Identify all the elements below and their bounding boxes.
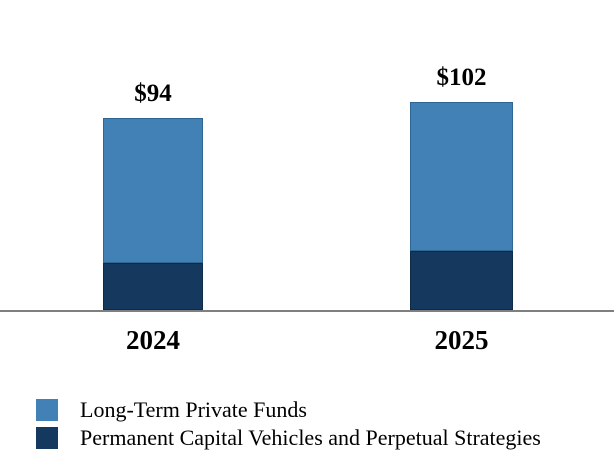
- bar-segment-2024-long-term-private-funds: [103, 118, 203, 263]
- x-axis-line: [0, 310, 614, 312]
- bar-2025: $102: [410, 63, 513, 310]
- x-axis-label-2025: 2025: [434, 325, 489, 355]
- legend-swatch-long-term-private-funds: [36, 399, 58, 421]
- x-axis-label-2024: 2024: [126, 325, 180, 355]
- bar-segment-2024-permanent-capital-vehicles: [103, 263, 203, 310]
- legend-label-long-term-private-funds: Long-Term Private Funds: [80, 397, 307, 422]
- bar-total-label-2025: $102: [436, 63, 487, 91]
- legend-item-long-term-private-funds: Long-Term Private Funds: [36, 396, 541, 424]
- bar-segment-2025-long-term-private-funds: [410, 102, 513, 251]
- legend-item-permanent-capital-vehicles: Permanent Capital Vehicles and Perpetual…: [36, 424, 541, 452]
- legend: Long-Term Private Funds Permanent Capita…: [36, 396, 541, 452]
- legend-swatch-permanent-capital-vehicles: [36, 427, 58, 449]
- bar-total-label-2024: $94: [134, 79, 172, 107]
- legend-label-permanent-capital-vehicles: Permanent Capital Vehicles and Perpetual…: [80, 425, 541, 450]
- bar-segment-2025-permanent-capital-vehicles: [410, 251, 513, 310]
- bar-2024: $94: [103, 79, 203, 310]
